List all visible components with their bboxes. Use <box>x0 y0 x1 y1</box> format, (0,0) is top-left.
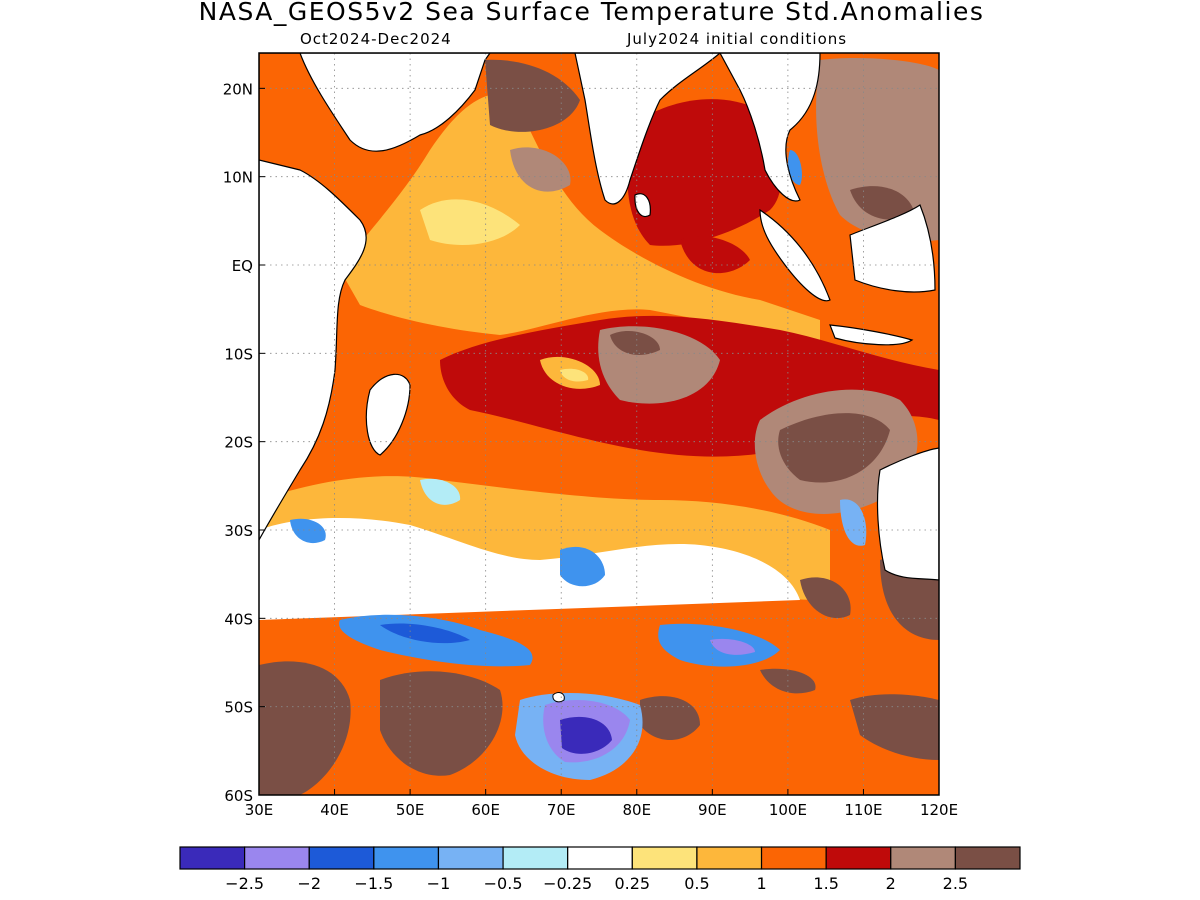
land-australia <box>876 447 939 581</box>
colorbar-swatch <box>373 846 440 870</box>
cool-patch-madagascar-east <box>420 478 461 505</box>
lon-tick-label: 90E <box>698 801 727 819</box>
colorbar-label: −0.5 <box>484 874 523 893</box>
lon-tick-label: 30E <box>245 801 274 819</box>
hottest-patch-central <box>610 330 660 355</box>
hottest-region-nw-australia <box>778 413 890 483</box>
lat-tick-label: 20N <box>223 80 253 98</box>
land-sumatra <box>759 208 831 302</box>
land-arabia <box>259 53 491 152</box>
lat-tick-label: EQ <box>232 257 253 275</box>
lat-tick-label: 60S <box>224 787 253 805</box>
colorbar-label: 1 <box>756 874 766 893</box>
colorbar-swatch <box>760 846 827 870</box>
hot-south-china-sea <box>816 58 939 242</box>
hot-gulf <box>485 59 580 132</box>
cool-patch-sw <box>290 518 326 544</box>
land-kerguelen <box>552 692 565 703</box>
colorbar-label: −1 <box>427 874 451 893</box>
land-myanmar <box>719 53 821 202</box>
colorbar-label: 0.5 <box>684 874 709 893</box>
land-africa <box>259 53 367 541</box>
lon-tick-label: 70E <box>547 801 576 819</box>
latitude-axis: 20N 10N EQ 10S 20S 30S 40S 50S 60S <box>223 80 265 805</box>
neutral-subtropical-band <box>259 518 800 620</box>
hot-patch-andaman <box>680 236 750 274</box>
lat-tick-label: 30S <box>224 522 253 540</box>
colorbar-swatch <box>954 846 1021 870</box>
colorbar-label: −1.5 <box>354 874 393 893</box>
initial-conditions: July2024 initial conditions <box>627 30 848 48</box>
cool-patch-west-australia <box>840 499 867 546</box>
land-madagascar <box>365 373 411 456</box>
colorbar-label: 2.5 <box>943 874 968 893</box>
cold-core-southern-2 <box>710 638 755 655</box>
cool-patch-thailand <box>788 150 802 185</box>
colorbar-label: −2.5 <box>225 874 264 893</box>
graticule <box>259 53 939 795</box>
lon-tick-label: 80E <box>622 801 651 819</box>
hot-patch-kerguelen-east <box>640 696 700 740</box>
colorbar: −2.5 −2 −1.5 −1 −0.5 −0.25 0.25 0.5 1 1.5 2 2.5 <box>179 846 1021 893</box>
colorbar-swatch <box>890 846 956 870</box>
colorbar-swatch <box>631 846 698 870</box>
lat-tick-label: 40S <box>224 610 253 628</box>
colorbar-label: 0.25 <box>614 874 650 893</box>
colorbar-label: 1.5 <box>813 874 838 893</box>
lon-tick-label: 100E <box>769 801 807 819</box>
lon-tick-label: 110E <box>844 801 882 819</box>
colorbar-swatch <box>244 846 310 870</box>
land-java <box>829 324 914 346</box>
lat-tick-label: 20S <box>224 434 253 452</box>
longitude-axis: 30E 40E 50E 60E 70E 80E 90E 100E 110E 120E <box>245 789 958 819</box>
hot-patch-south-indian <box>800 577 851 619</box>
lat-tick-label: 10S <box>224 345 253 363</box>
lon-tick-label: 50E <box>396 801 425 819</box>
lat-tick-label: 10N <box>223 169 253 187</box>
forecast-period: Oct2024-Dec2024 <box>300 30 452 48</box>
hot-bay-of-bengal <box>627 99 781 246</box>
colorbar-swatch <box>502 846 569 870</box>
hot-patch-arabian <box>510 147 571 192</box>
land-borneo <box>849 204 936 293</box>
colorbar-label: −2 <box>297 874 321 893</box>
cool-patch-subtropical-1 <box>560 546 605 587</box>
colorbar-label: 2 <box>886 874 896 893</box>
mild-patch-central <box>560 368 589 382</box>
cold-core-southern-1 <box>380 623 470 644</box>
colorbar-swatch <box>179 846 246 870</box>
map-frame <box>258 52 940 796</box>
lon-tick-label: 60E <box>471 801 500 819</box>
lon-tick-label: 40E <box>320 801 349 819</box>
hot-patch-southwest <box>259 661 351 795</box>
colorbar-swatch <box>308 846 375 870</box>
coldest-region-kerguelen <box>560 716 612 754</box>
warm-region-equatorial <box>340 95 820 340</box>
colorbar-swatch <box>567 846 633 870</box>
chart-title: NASA_GEOS5v2 Sea Surface Temperature Std… <box>198 0 985 26</box>
land-india <box>574 53 721 205</box>
anomaly-field <box>259 53 939 795</box>
colorbar-label: −0.25 <box>543 874 592 893</box>
warm-patch-arabian <box>420 199 520 245</box>
colorbar-swatch <box>696 846 763 870</box>
lat-tick-label: 50S <box>224 699 253 717</box>
hot-patch-far-southeast <box>850 694 939 760</box>
colorbar-swatch <box>437 846 504 870</box>
land-sri-lanka <box>634 193 651 217</box>
lon-tick-label: 120E <box>920 801 958 819</box>
hot-patch-south-central <box>380 671 503 776</box>
hot-patch-scs <box>850 186 915 220</box>
colorbar-swatch <box>825 846 892 870</box>
